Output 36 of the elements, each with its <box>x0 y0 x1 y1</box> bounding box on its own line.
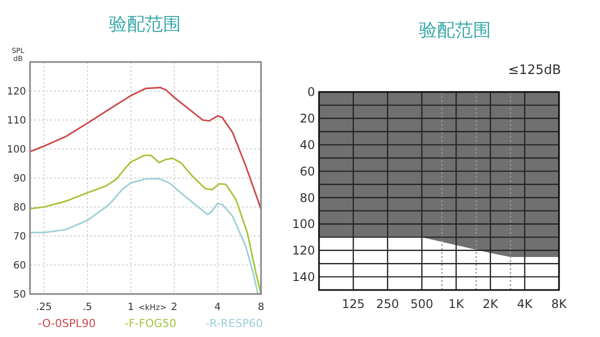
x-tick-label: 8K <box>551 297 568 311</box>
y-tick-label: 140 <box>292 270 315 284</box>
y-tick-label: 80 <box>300 190 315 205</box>
x-tick-label: 4 <box>214 302 221 313</box>
x-tick-label: 250 <box>376 297 400 311</box>
x-tick-label: 1K <box>448 297 466 311</box>
text: -O-0SPL90 <box>38 317 96 330</box>
x-tick-label: 1 <box>128 302 134 313</box>
y-tick-label: 90 <box>13 174 26 184</box>
y-tick-label: 0 <box>307 85 315 100</box>
chart-title: 验配范围 <box>109 14 181 35</box>
text: -F-FOG50 <box>124 317 176 330</box>
y-tick-label: 100 <box>292 217 315 232</box>
y-tick-label: 60 <box>13 260 26 272</box>
x-tick-label: 8 <box>258 302 264 313</box>
x-tick-label: 500 <box>410 297 434 311</box>
x-axis-title: <kHz> <box>138 303 167 312</box>
y-tick-label: 70 <box>13 232 26 242</box>
x-tick-label: 2K <box>482 297 500 311</box>
y-tick-label: 120 <box>6 86 26 98</box>
y-tick-label: 20 <box>300 112 315 126</box>
y-tick-label: 40 <box>300 138 315 152</box>
y-tick-label: 110 <box>6 116 26 126</box>
text: -R-RESP60 <box>205 317 263 330</box>
y-tick-label: 120 <box>292 244 315 258</box>
chart-title: 验配范围 <box>419 20 491 41</box>
text: ≤125dB <box>508 63 561 78</box>
y-tick-label: 80 <box>13 202 26 214</box>
y-tick-label: 60 <box>300 164 315 178</box>
x-tick-label: 4K <box>516 297 534 311</box>
y-tick-label: 100 <box>6 144 26 156</box>
y-tick-label: 50 <box>13 290 26 300</box>
x-tick-label: 125 <box>342 297 365 311</box>
x-tick-label: .25 <box>36 302 52 313</box>
x-tick-label: 2 <box>171 302 178 313</box>
x-tick-label: .5 <box>82 302 92 313</box>
